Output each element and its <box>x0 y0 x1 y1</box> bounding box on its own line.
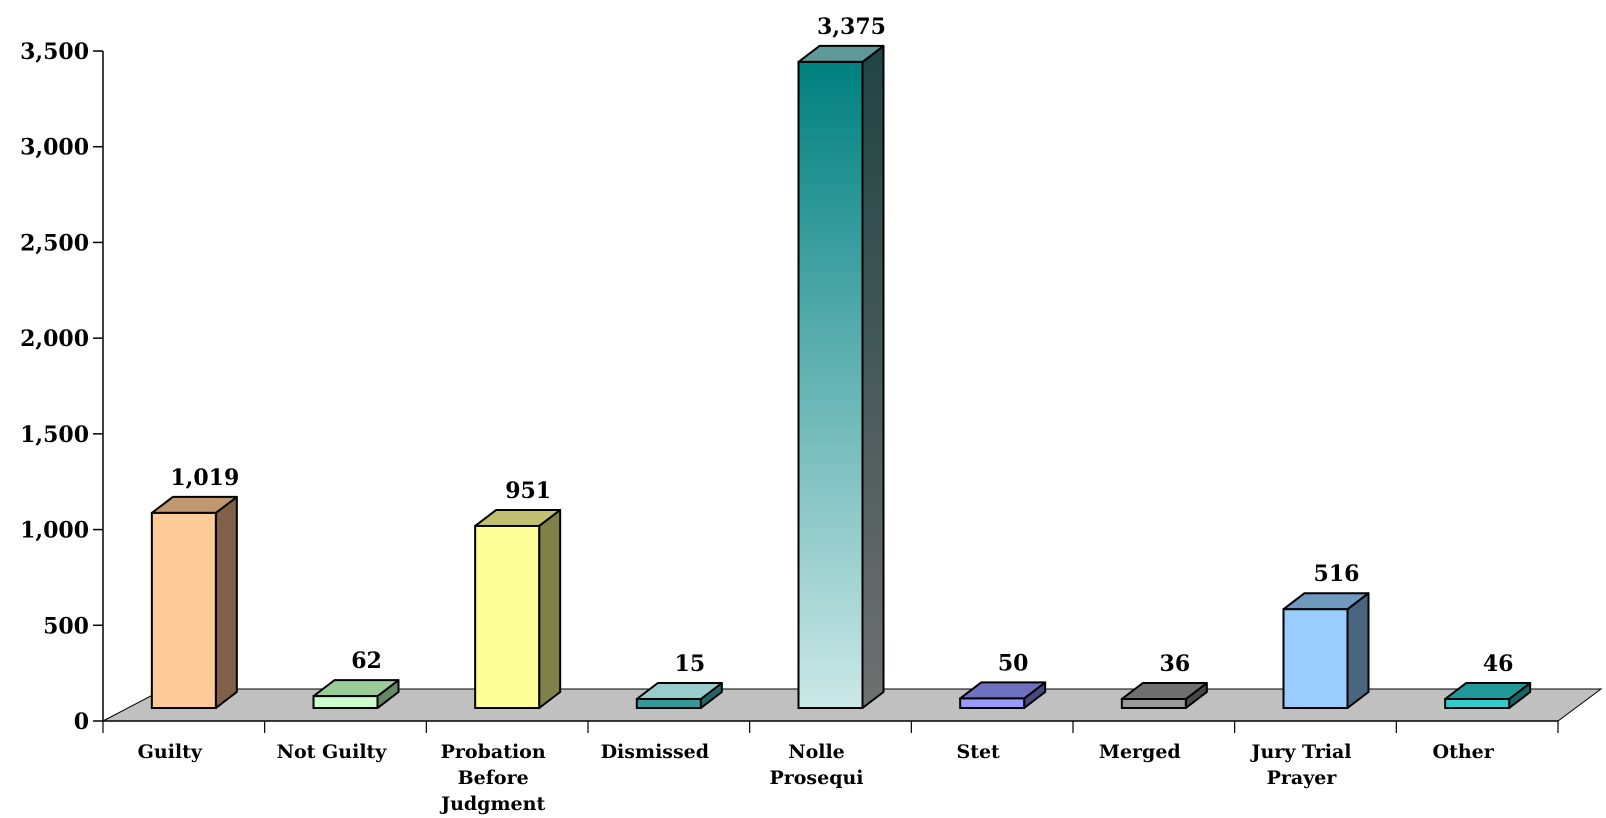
bar-nolle-prosequi <box>797 44 885 709</box>
category-label-line: Nolle <box>788 741 845 763</box>
y-tick-label: 2,500 <box>20 230 89 256</box>
bar-side <box>538 508 562 709</box>
bar-front <box>797 60 864 709</box>
bar-front <box>959 697 1026 710</box>
bar-side <box>861 44 885 709</box>
category-label: Dismissed <box>601 741 709 763</box>
bar-front <box>1282 608 1349 709</box>
y-tick-label: 3,500 <box>20 39 89 65</box>
data-label: 951 <box>505 478 551 504</box>
bar-front <box>635 698 702 709</box>
bar-not-guilty <box>312 679 400 709</box>
category-label-line: Guilty <box>138 741 203 763</box>
y-tick-label: 500 <box>43 613 89 639</box>
category-label-line: Not Guilty <box>277 741 388 763</box>
y-tick-label: 2,000 <box>20 326 89 352</box>
data-label: 1,019 <box>170 465 239 491</box>
y-tick-label: 1,000 <box>20 518 89 544</box>
bar-stet <box>959 681 1047 710</box>
category-label-line: Merged <box>1099 741 1181 763</box>
bar-dismissed <box>635 682 723 709</box>
data-label: 3,375 <box>817 14 886 40</box>
bar-front <box>312 695 379 709</box>
category-label: Guilty <box>138 741 203 763</box>
bar-side <box>1346 592 1370 709</box>
category-label-line: Prosequi <box>769 767 863 789</box>
category-label: Not Guilty <box>277 741 388 763</box>
category-label: Probation Before Judgment <box>439 741 546 815</box>
category-label-line: Probation <box>441 741 546 763</box>
bar-merged <box>1120 682 1208 709</box>
bar-front <box>150 511 217 709</box>
bar-jury-trial-prayer <box>1282 592 1370 709</box>
data-label: 62 <box>351 648 382 674</box>
labels: 1,019 Guilty 62 Not Guilty 951 Probation Befor… <box>138 14 1514 815</box>
category-label: Jury Trial Prayer <box>1250 741 1352 789</box>
data-label: 50 <box>998 650 1029 676</box>
bar-front <box>474 524 541 709</box>
bar-other <box>1444 682 1532 709</box>
category-label: Nolle Prosequi <box>769 741 863 789</box>
bar-side <box>214 495 238 709</box>
bars <box>150 44 1532 710</box>
bar-probation-before-judgment <box>474 508 562 709</box>
bar-guilty <box>150 495 238 709</box>
axes: 0 500 1,000 1,500 2,000 2,500 3,000 3,500 <box>20 39 1559 735</box>
bar-front <box>1444 698 1511 709</box>
category-label-line: Other <box>1433 741 1495 763</box>
category-label: Other <box>1433 741 1495 763</box>
y-tick-label: 0 <box>74 709 89 735</box>
category-label-line: Prayer <box>1267 767 1338 789</box>
category-label-line: Dismissed <box>601 741 709 763</box>
y-tick-label: 1,500 <box>20 422 89 448</box>
category-label: Stet <box>956 741 1000 763</box>
category-label-line: Stet <box>956 741 1000 763</box>
data-label: 46 <box>1483 651 1514 677</box>
category-label: Merged <box>1099 741 1181 763</box>
category-label-line: Before <box>458 767 529 789</box>
bar-front <box>1120 698 1187 709</box>
category-label-line: Jury Trial <box>1250 741 1352 763</box>
category-label-line: Judgment <box>439 793 545 815</box>
data-label: 36 <box>1160 651 1191 677</box>
y-tick-label: 3,000 <box>20 135 89 161</box>
data-label: 15 <box>675 651 706 677</box>
data-label: 516 <box>1314 561 1360 587</box>
